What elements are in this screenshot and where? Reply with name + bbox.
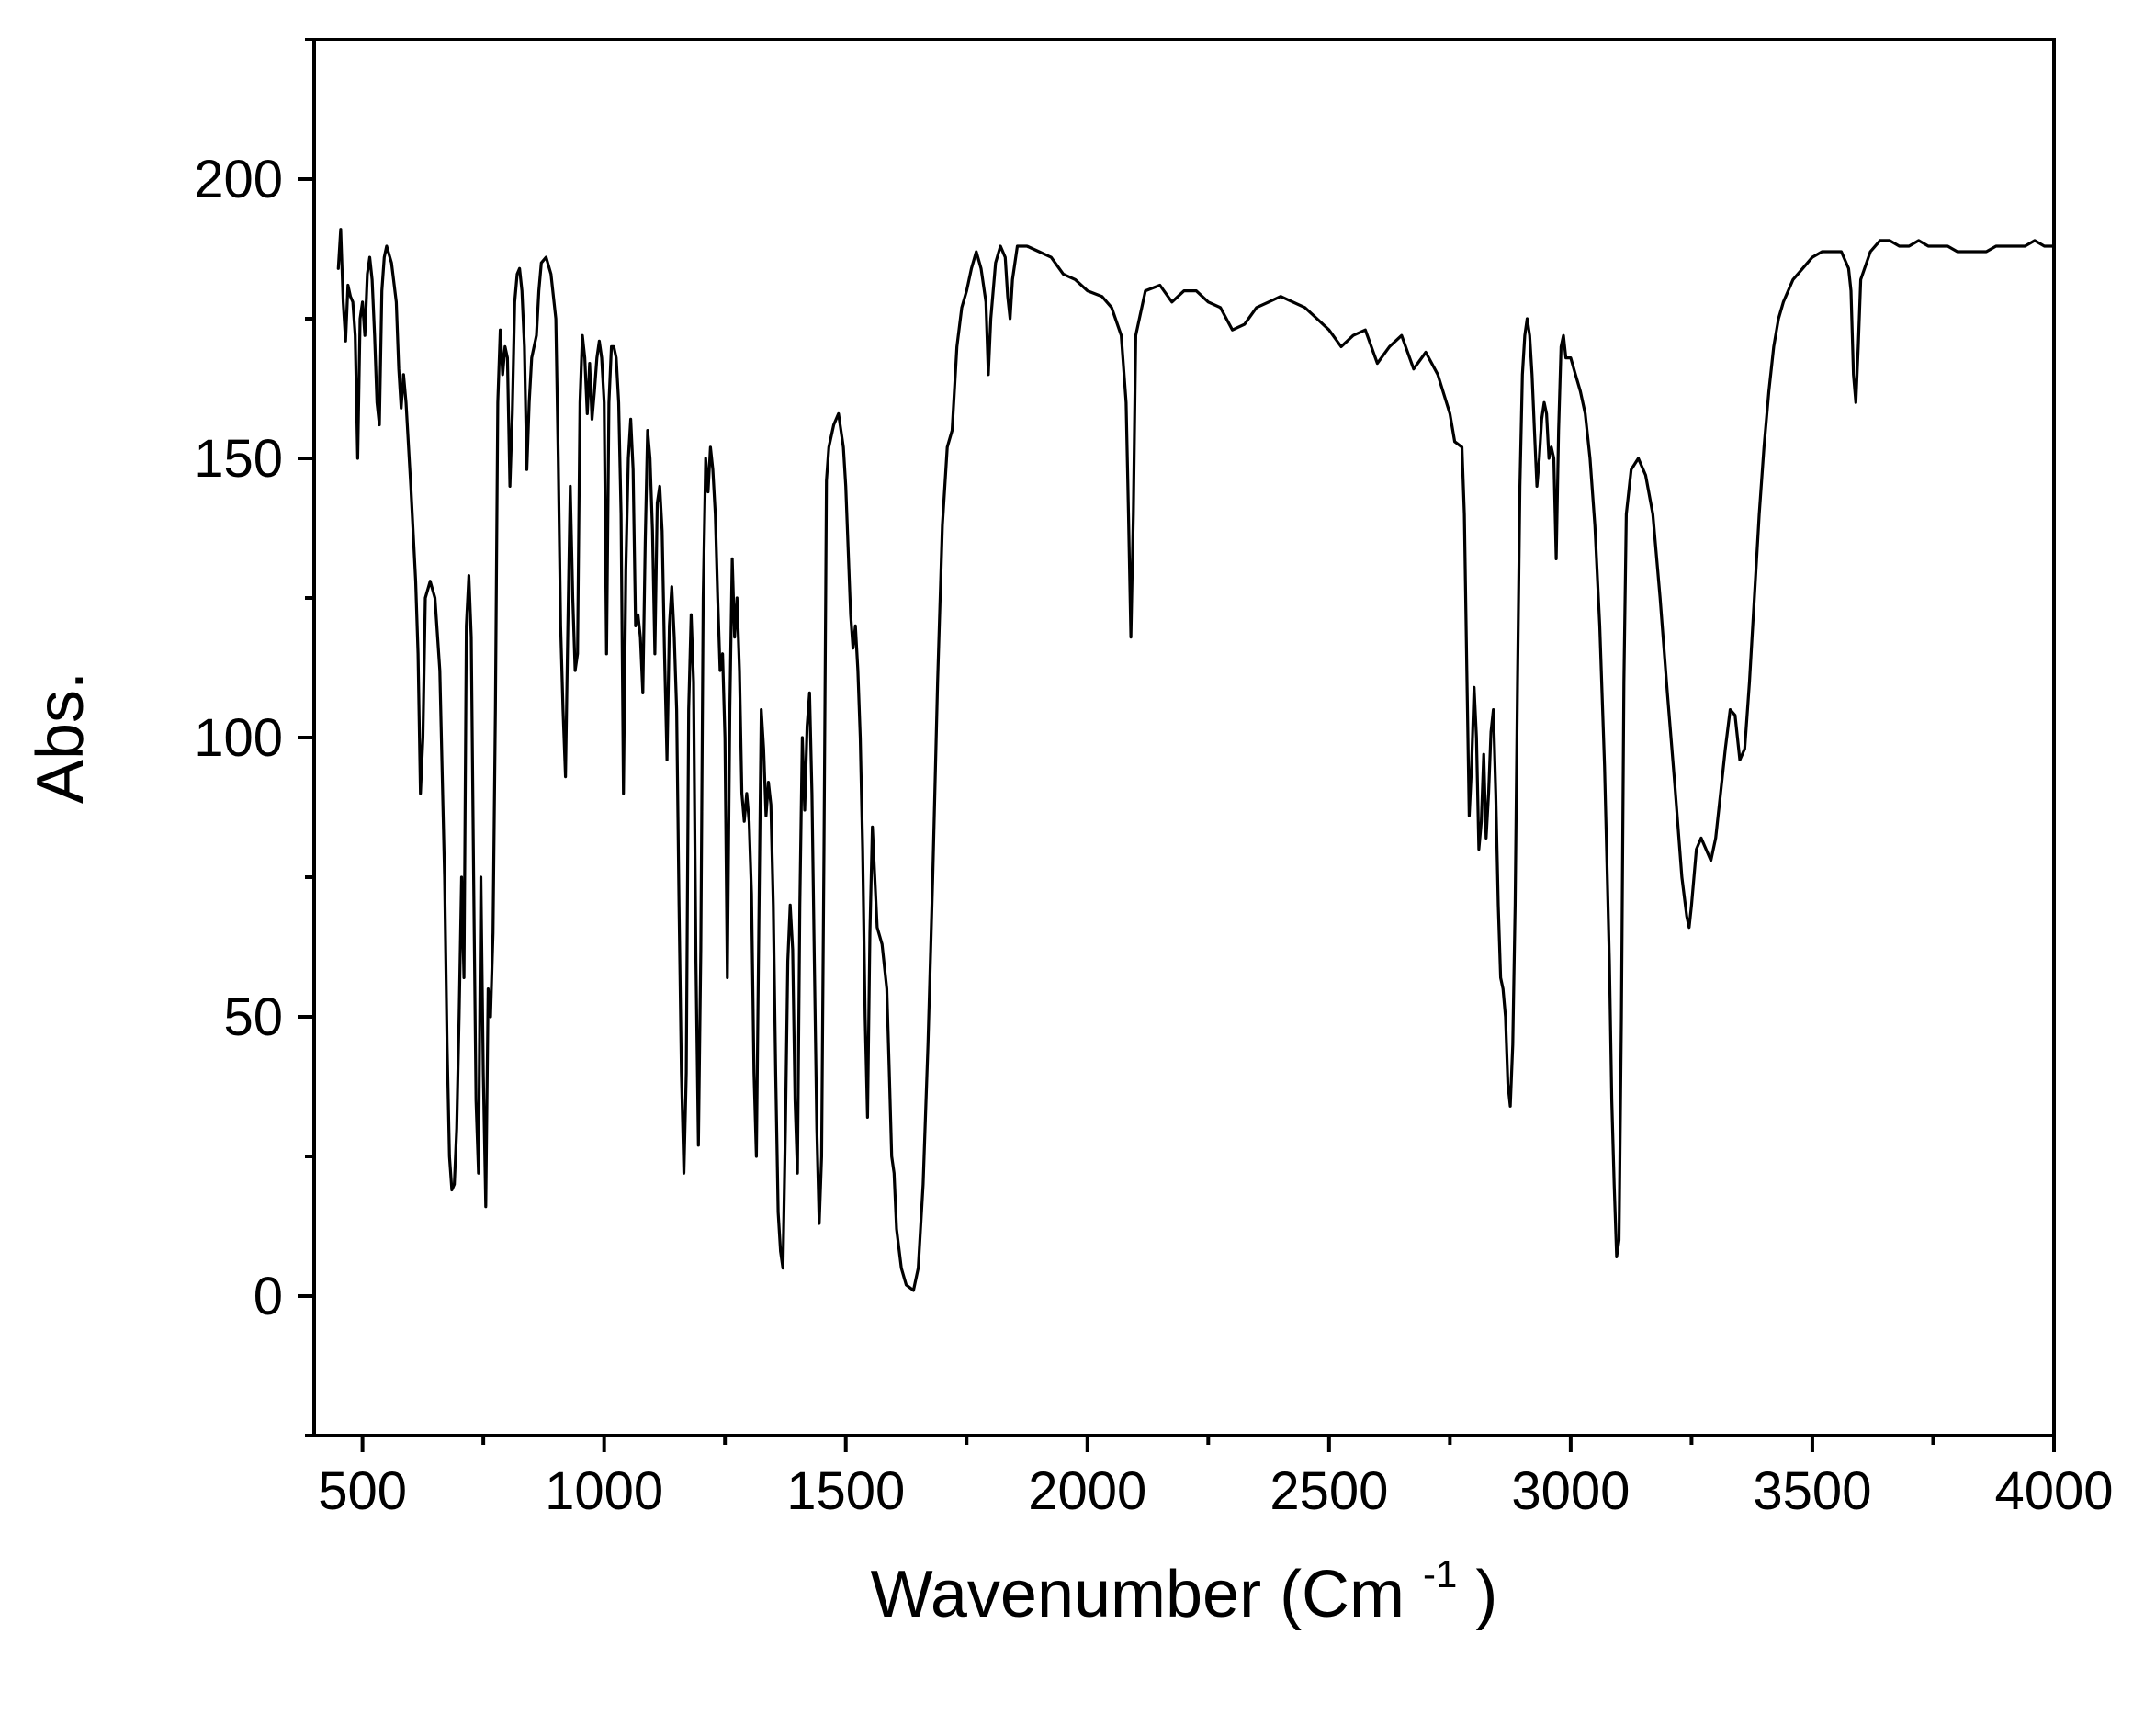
y-tick-label: 50 (223, 987, 283, 1047)
y-tick-label: 0 (254, 1267, 283, 1326)
x-tick-label: 3000 (1511, 1461, 1630, 1521)
spectrum-series-line (336, 228, 2056, 1292)
x-tick-label: 1500 (786, 1461, 905, 1521)
x-tick-label: 2000 (1028, 1461, 1146, 1521)
x-tick-label: 1000 (545, 1461, 663, 1521)
y-tick-label: 100 (194, 708, 283, 768)
x-axis-label-close: ) (1475, 1558, 1497, 1631)
x-axis-label-main: Wavenumber (Cm (871, 1558, 1405, 1631)
y-axis-label: Abs. (24, 671, 97, 804)
y-tick-label: 150 (194, 429, 283, 489)
plot-frame (312, 38, 2056, 1437)
x-axis-label-superscript: -1 (1423, 1552, 1457, 1595)
x-tick-label: 500 (318, 1461, 407, 1521)
x-axis-label: Wavenumber (Cm -1 ) (871, 1528, 1498, 1631)
y-tick-label: 200 (194, 150, 283, 209)
x-tick-label: 2500 (1270, 1461, 1388, 1521)
x-tick-label: 3500 (1753, 1461, 1871, 1521)
x-axis-ticks: 500 1000 1500 2000 2500 3000 3500 4000 (318, 1436, 2114, 1521)
x-tick-label: 4000 (1994, 1461, 2113, 1521)
y-axis-ticks: 0 50 100 150 200 (194, 38, 314, 1437)
